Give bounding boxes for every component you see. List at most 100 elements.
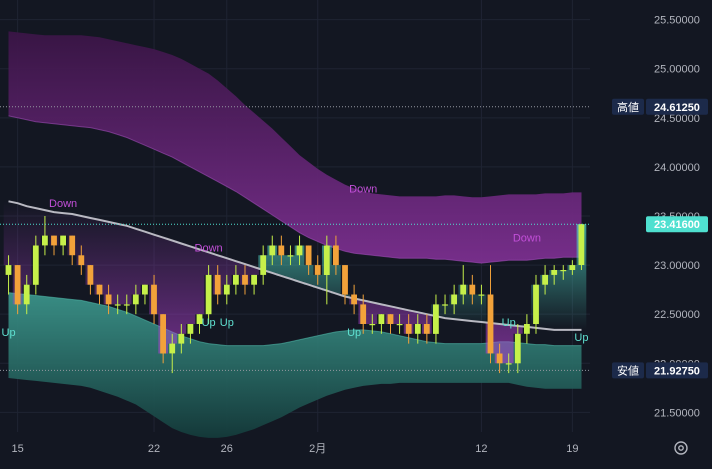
candle[interactable]	[533, 274, 539, 334]
candle-body	[296, 245, 303, 256]
candle[interactable]	[196, 314, 203, 334]
candle[interactable]	[187, 324, 194, 344]
candle[interactable]	[460, 265, 467, 305]
candle[interactable]	[23, 274, 30, 315]
candle-body	[114, 304, 121, 306]
candle[interactable]	[524, 314, 530, 344]
candle[interactable]	[260, 245, 267, 285]
candle[interactable]	[487, 265, 494, 364]
candle-body	[305, 245, 312, 266]
candle[interactable]	[442, 294, 448, 315]
candle-body	[151, 284, 157, 315]
candle[interactable]	[505, 353, 512, 374]
time-axis[interactable]: 15 22 26 2月 12 19	[12, 443, 579, 455]
candle[interactable]	[51, 235, 57, 256]
candle[interactable]	[423, 314, 430, 344]
candle[interactable]	[414, 314, 421, 344]
candle[interactable]	[478, 284, 485, 305]
candles-layer[interactable]	[5, 216, 585, 374]
candle[interactable]	[433, 294, 439, 344]
low-tag-box	[646, 362, 708, 379]
candle[interactable]	[96, 284, 103, 305]
candle[interactable]	[287, 245, 294, 266]
candle-body	[42, 235, 48, 246]
price-axis[interactable]: 25.5000025.0000024.5000024.0000023.50000…	[654, 15, 700, 420]
candle[interactable]	[578, 223, 585, 270]
candle-body	[496, 353, 503, 364]
candle[interactable]	[469, 274, 476, 305]
candle[interactable]	[251, 274, 257, 295]
candle-body	[160, 314, 166, 354]
candle[interactable]	[560, 265, 567, 280]
low-tag-value: 21.92750	[654, 365, 700, 377]
candle[interactable]	[178, 324, 185, 354]
candle[interactable]	[69, 235, 76, 266]
candle[interactable]	[542, 265, 548, 295]
candle[interactable]	[78, 245, 85, 275]
time-tick-label: 26	[221, 443, 233, 455]
signal-down-label: Down	[49, 198, 77, 210]
candle-body	[414, 324, 421, 334]
candle[interactable]	[160, 314, 166, 364]
candle[interactable]	[278, 235, 285, 266]
candle[interactable]	[314, 255, 321, 285]
candle[interactable]	[242, 265, 248, 295]
candle[interactable]	[323, 235, 330, 305]
candle[interactable]	[514, 324, 521, 374]
bands-layer	[8, 31, 582, 438]
candle[interactable]	[205, 265, 212, 324]
candle-body	[442, 304, 448, 306]
candle[interactable]	[233, 265, 239, 295]
candle[interactable]	[378, 314, 385, 334]
candle[interactable]	[569, 260, 576, 275]
candle-body	[14, 265, 21, 305]
candle[interactable]	[114, 294, 121, 315]
candle[interactable]	[369, 314, 376, 334]
moving-average-layer	[8, 200, 582, 331]
price-tick-label: 24.00000	[654, 162, 700, 174]
candle[interactable]	[360, 294, 367, 334]
candle[interactable]	[269, 235, 276, 266]
price-tags: 高値 24.61250 安値 21.92750 23.41600	[612, 98, 708, 379]
candle-body	[433, 304, 439, 334]
candle[interactable]	[333, 235, 339, 275]
candle[interactable]	[60, 235, 66, 256]
candle[interactable]	[132, 284, 139, 315]
candle[interactable]	[387, 314, 394, 334]
candle-body	[396, 324, 403, 326]
candle[interactable]	[142, 284, 148, 305]
candle[interactable]	[451, 284, 457, 315]
candle-body	[387, 314, 394, 324]
candle-body	[60, 235, 66, 246]
settings-icon[interactable]	[674, 441, 688, 455]
candle-body	[51, 235, 57, 246]
candle[interactable]	[5, 255, 12, 295]
candle[interactable]	[151, 274, 157, 324]
candle[interactable]	[32, 235, 39, 295]
signal-up-label: Up	[2, 327, 16, 339]
candle-body	[142, 284, 148, 295]
candle[interactable]	[214, 265, 221, 305]
candle[interactable]	[87, 265, 94, 295]
candle-body	[551, 270, 558, 275]
signal-up-label: Up	[202, 317, 216, 329]
high-tag-label-box	[612, 98, 644, 115]
candle[interactable]	[496, 343, 503, 374]
candle-body	[87, 265, 94, 285]
candle[interactable]	[169, 333, 176, 374]
candle[interactable]	[105, 284, 112, 315]
candle[interactable]	[123, 294, 130, 315]
candle[interactable]	[551, 265, 558, 285]
candle-body	[333, 245, 339, 266]
candle[interactable]	[305, 245, 312, 275]
candle[interactable]	[396, 314, 403, 334]
time-tick-label: 12	[475, 443, 487, 455]
candle[interactable]	[342, 265, 348, 305]
candle[interactable]	[14, 265, 21, 315]
candle[interactable]	[223, 274, 230, 305]
candle[interactable]	[42, 216, 48, 256]
candle[interactable]	[351, 284, 357, 315]
candle[interactable]	[296, 235, 303, 266]
candle[interactable]	[405, 314, 412, 344]
